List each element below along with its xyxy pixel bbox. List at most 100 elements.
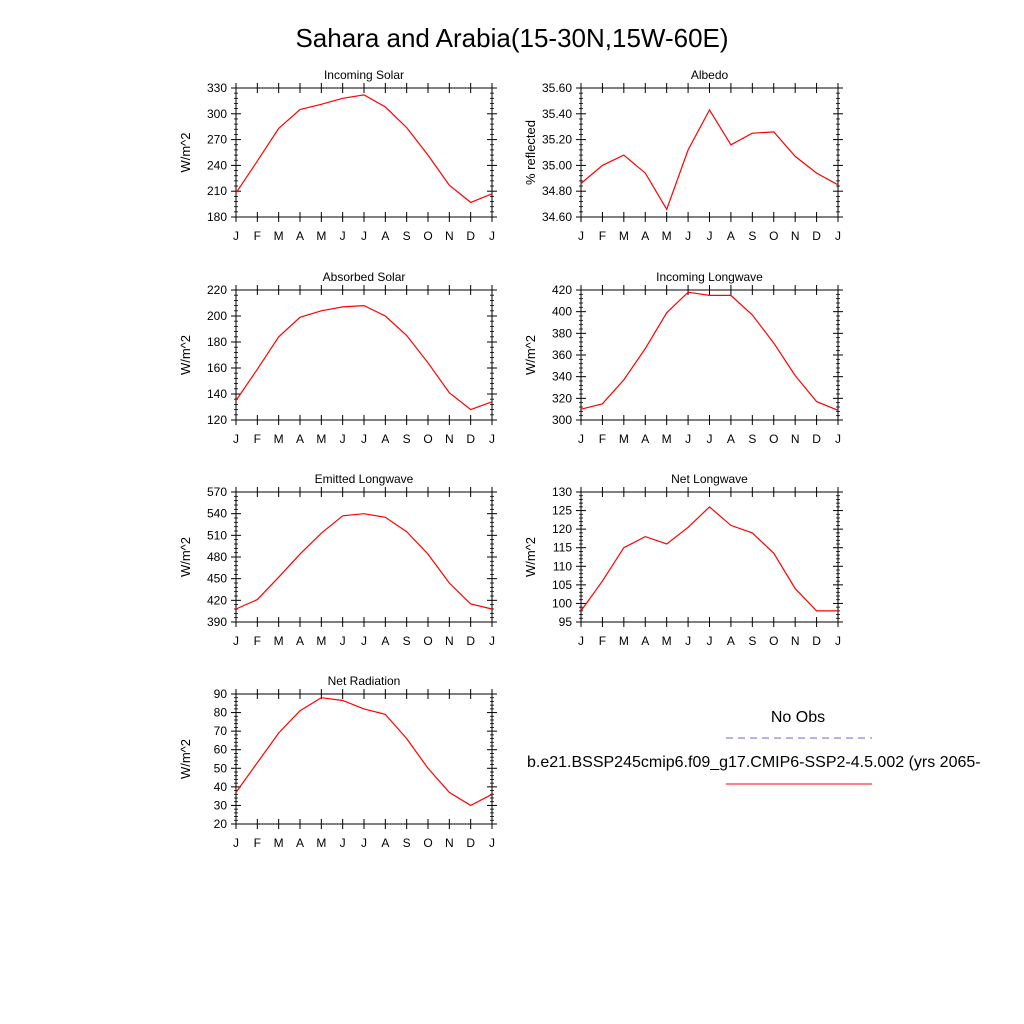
figure-title: Sahara and Arabia(15-30N,15W-60E) [295, 23, 728, 53]
x-tick-label: F [599, 634, 606, 648]
x-tick-label: J [835, 229, 841, 243]
x-tick-label: A [727, 229, 735, 243]
x-tick-label: N [791, 229, 800, 243]
series-line [235, 94, 493, 204]
panel-title: Incoming Solar [324, 68, 404, 82]
panel-4: Incoming Longwave 300 320 340 360 380 400 420 J F… [523, 270, 843, 446]
x-tick-label: N [791, 432, 800, 446]
x-tick-label: A [641, 634, 649, 648]
y-axis-label: W/m^2 [523, 335, 538, 375]
x-tick-label: J [835, 634, 841, 648]
y-tick-label: 400 [552, 305, 572, 319]
y-tick-label: 34.60 [542, 210, 572, 224]
x-tick-label: J [707, 634, 713, 648]
x-tick-label: O [423, 836, 432, 850]
y-tick-label: 270 [207, 133, 227, 147]
x-tick-label: J [578, 229, 584, 243]
panel-title: Emitted Longwave [315, 472, 414, 486]
x-tick-label: D [812, 432, 821, 446]
y-tick-label: 510 [207, 528, 227, 542]
x-tick-label: J [578, 432, 584, 446]
y-tick-label: 340 [552, 370, 572, 384]
y-tick-label: 120 [552, 522, 572, 536]
x-tick-label: J [361, 229, 367, 243]
y-tick-label: 60 [214, 743, 228, 757]
x-tick-label: D [466, 836, 475, 850]
y-tick-label: 570 [207, 485, 227, 499]
y-tick-label: 20 [214, 817, 228, 831]
y-tick-label: 80 [214, 706, 228, 720]
x-tick-label: S [403, 432, 411, 446]
x-tick-label: S [403, 229, 411, 243]
x-tick-label: J [685, 229, 691, 243]
series-line [580, 506, 838, 612]
legend: No Obs b.e21.BSSP245cmip6.f09_g17.CMIP6-… [527, 709, 981, 785]
plot-frame [580, 289, 839, 421]
x-tick-label: A [727, 634, 735, 648]
y-tick-label: 120 [207, 413, 227, 427]
y-tick-label: 100 [552, 596, 572, 610]
x-tick-label: J [361, 432, 367, 446]
legend-obs-label: No Obs [771, 709, 825, 726]
x-tick-label: D [466, 432, 475, 446]
x-tick-label: D [812, 634, 821, 648]
x-tick-label: A [296, 229, 304, 243]
x-tick-label: J [361, 836, 367, 850]
x-tick-label: J [685, 432, 691, 446]
x-tick-label: J [233, 229, 239, 243]
x-tick-label: M [316, 229, 326, 243]
x-tick-label: J [835, 432, 841, 446]
panel-title: Net Longwave [671, 472, 748, 486]
y-tick-label: 480 [207, 550, 227, 564]
x-tick-label: M [316, 432, 326, 446]
x-tick-label: O [423, 432, 432, 446]
y-tick-label: 50 [214, 761, 228, 775]
x-tick-label: J [578, 634, 584, 648]
x-tick-label: N [791, 634, 800, 648]
x-tick-label: J [340, 229, 346, 243]
x-tick-label: N [445, 634, 454, 648]
x-tick-label: S [403, 836, 411, 850]
x-tick-label: J [489, 634, 495, 648]
x-tick-label: J [361, 634, 367, 648]
y-tick-label: 115 [553, 541, 572, 555]
x-tick-label: M [619, 432, 629, 446]
y-tick-label: 240 [207, 158, 227, 172]
x-tick-label: A [296, 634, 304, 648]
series-line [235, 304, 493, 411]
y-tick-label: 420 [207, 593, 227, 607]
series-line [235, 697, 493, 807]
y-tick-label: 380 [552, 326, 572, 340]
y-tick-label: 125 [552, 504, 572, 518]
series-line [235, 513, 493, 610]
plot-frame [235, 87, 493, 218]
x-tick-label: F [599, 229, 606, 243]
plot-frame [235, 693, 493, 825]
plot-frame [235, 491, 493, 623]
x-tick-label: M [662, 634, 672, 648]
x-tick-label: M [316, 836, 326, 850]
x-tick-label: M [662, 432, 672, 446]
x-tick-label: M [274, 836, 284, 850]
x-tick-label: A [727, 432, 735, 446]
panel-title: Incoming Longwave [656, 270, 763, 284]
x-tick-label: F [254, 836, 261, 850]
x-tick-label: A [641, 229, 649, 243]
y-tick-label: 200 [207, 309, 227, 323]
x-tick-label: F [254, 634, 261, 648]
x-tick-label: J [489, 229, 495, 243]
y-tick-label: 40 [214, 780, 228, 794]
x-tick-label: N [445, 836, 454, 850]
x-tick-label: J [233, 432, 239, 446]
x-tick-label: F [254, 229, 261, 243]
x-tick-label: D [466, 229, 475, 243]
x-tick-label: D [466, 634, 475, 648]
y-tick-label: 320 [552, 391, 572, 405]
y-tick-label: 105 [552, 578, 572, 592]
